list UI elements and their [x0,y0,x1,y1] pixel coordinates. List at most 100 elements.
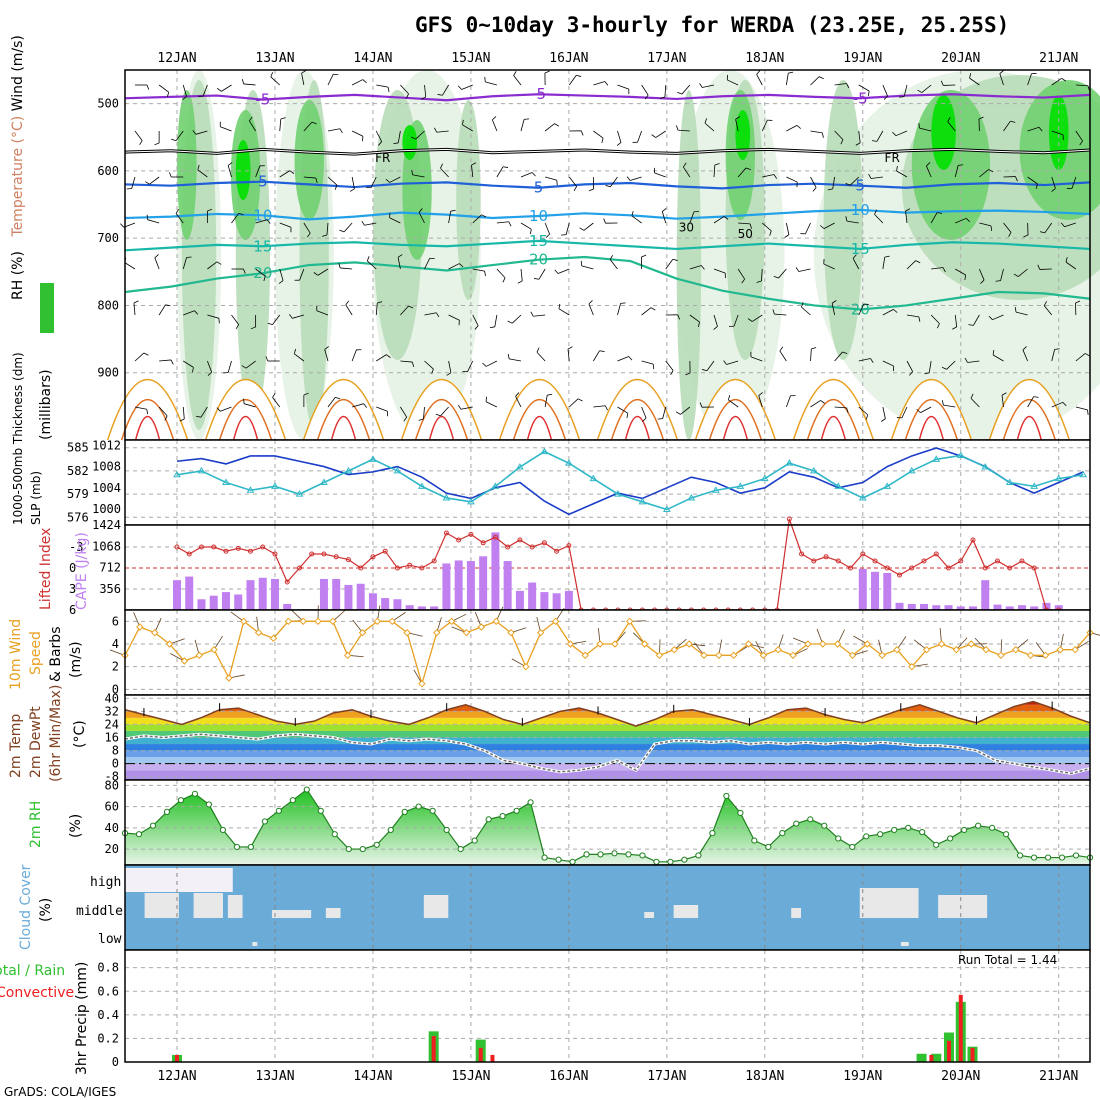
wind-barb [533,314,546,317]
rh2m-panel: 20 40 60 80 [105,778,1094,866]
wind-barb-flag [361,220,365,226]
wind-barb [351,176,355,189]
thickness-marker [467,497,475,505]
wind-barb [149,176,160,185]
wind-barb-flag [484,271,486,277]
wind-barb [955,268,966,276]
rh-marker [541,854,548,861]
wind10m-ytick: 6 [112,614,119,628]
cape-bar [491,532,500,610]
wind-barb [442,84,449,96]
wind-barb [758,395,763,408]
precip-conv-bar [929,1054,934,1062]
thickness-marker [638,497,647,505]
wind-barb-flag [558,303,561,309]
isotherm-label: 15 [529,232,548,250]
cape-bar [1005,606,1014,610]
wind-barb-flag [604,405,608,411]
rh-marker [933,841,940,848]
upper-ytick: 700 [97,231,119,245]
wind-barb [182,406,185,419]
cloud-bar [227,895,243,918]
wind-barb [801,306,811,316]
wind-barb-flag [139,140,143,146]
wind-barb [496,268,506,279]
wind-barb [400,305,409,316]
cape-bar [344,584,353,610]
rh-marker [359,845,366,853]
wind-barb [665,259,674,270]
wind-barb [486,360,498,367]
rh-marker [611,850,618,857]
wind10m-marker [596,640,604,648]
wind-barb-flag [502,277,506,283]
wind-barb-flag [867,90,870,97]
wind-barb-flag [644,94,649,100]
wind-barb [440,167,449,178]
wind-barb [874,214,884,224]
wind-barb [1027,126,1040,132]
wind-barb-flag [713,326,718,330]
wind10m-marker [343,651,352,660]
cape-bar [920,604,929,610]
wind-barb [536,351,546,362]
wind10m-marker [566,640,575,648]
rh-marker [765,843,772,851]
wind-barb-flag [846,83,850,89]
wind-barb [538,268,546,280]
cape-bar [969,606,978,610]
wind-barb [400,406,408,418]
thickness-marker [834,482,843,489]
wind-barb [610,176,618,187]
wind-barb-flag [811,347,817,350]
wind-barb-flag [270,72,273,78]
wind-barb-flag [146,409,149,415]
rh-marker [961,826,968,834]
wind-barb [303,176,316,179]
wind-barb [702,84,715,88]
wind-barb [324,349,329,362]
rh-marker [849,843,856,851]
wind-barb-flag [916,409,921,413]
cloud-bar [673,905,699,918]
wind-barb-flag [937,323,940,329]
wind-barb-flag [435,312,440,318]
wind-barb [999,73,1004,86]
li-marker [443,530,449,536]
wind-barb-flag [1079,140,1083,146]
cape-bar [185,576,194,610]
wind-barb-flag [631,211,634,217]
wind-barb [1001,395,1004,408]
cape-bar [858,568,867,610]
top-date-tick: 21JAN [1039,51,1078,66]
run-total: Run Total = 1.44 [958,953,1057,967]
wind10m-barb [974,637,987,650]
bottom-date-tick: 20JAN [941,1069,980,1084]
wind-barb-flag [676,125,679,131]
warm-arc-inner [610,398,665,441]
rh-marker [149,822,157,829]
wind-barb-flag [154,142,160,146]
wind-barb-flag [462,119,464,125]
cape-bar [405,605,414,610]
rh-marker [191,790,199,797]
wind-barb [1044,222,1053,234]
wind-barb [400,84,409,95]
cape-bar [270,578,279,610]
li-marker [1019,558,1025,564]
wind-barb [955,217,967,224]
temp-band [125,717,1090,725]
rh-marker [877,831,884,838]
wind10m-marker [269,634,278,643]
wind-barb [617,303,621,316]
wind-barb-flag [1085,353,1090,357]
wind-barb [183,360,194,368]
hot-arc [1016,415,1043,441]
wind-barb [593,81,605,86]
li-marker [872,558,878,564]
slp-line [176,447,1084,516]
wind-barb-flag [272,392,276,398]
rh-marker [821,822,828,829]
temp-band [125,744,1090,751]
wind-barb [926,165,932,178]
